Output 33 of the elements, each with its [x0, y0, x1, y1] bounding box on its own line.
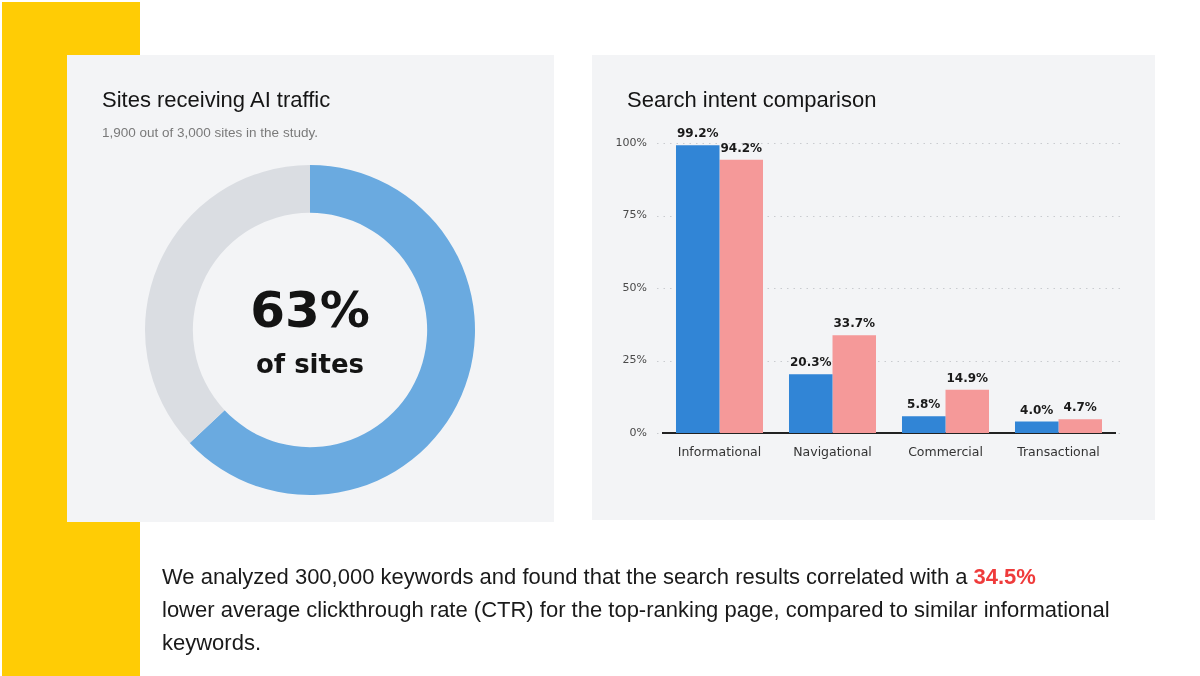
bar — [719, 159, 764, 433]
bar — [945, 389, 990, 433]
data-label: 20.3% — [789, 355, 832, 370]
y-tick-label: 0% — [629, 425, 647, 439]
data-label: 99.2% — [676, 126, 719, 141]
bar — [1015, 421, 1059, 433]
y-tick-label: 75% — [622, 208, 647, 222]
y-tick-label: 50% — [622, 280, 647, 294]
bar — [1058, 419, 1103, 433]
x-tick-label: Navigational — [793, 443, 872, 459]
bar — [676, 145, 720, 433]
y-tick-label: 25% — [622, 353, 647, 367]
text: lower average clickthrough rate (CTR) for the top-ranking page, compared to similar informational keywords. — [162, 596, 1111, 657]
data-label: 94.2% — [720, 140, 763, 155]
bar — [789, 374, 833, 433]
data-label: 5.8% — [907, 397, 941, 412]
bar — [832, 335, 877, 433]
data-label: 4.7% — [1063, 400, 1097, 415]
data-label: 4.0% — [1020, 402, 1054, 417]
x-tick-label: Informational — [677, 443, 762, 459]
data-label: 63% — [250, 280, 370, 339]
x-tick-label: Transactional — [1016, 443, 1100, 459]
chart-title: Sites receiving AI traffic — [102, 87, 331, 113]
chart-subtitle: 1,900 out of 3,000 sites in the study. — [102, 124, 318, 141]
text: 34.5% — [973, 563, 1036, 591]
data-label: 33.7% — [833, 316, 876, 331]
x-tick-label: Commercial — [908, 443, 983, 459]
y-tick-label: 100% — [615, 135, 647, 149]
text: of sites — [255, 348, 365, 379]
chart-title: Search intent comparison — [627, 87, 877, 113]
bar — [902, 416, 946, 433]
data-label: 14.9% — [946, 370, 989, 385]
text: We analyzed 300,000 keywords and found that the search results correlated with a — [162, 563, 968, 591]
